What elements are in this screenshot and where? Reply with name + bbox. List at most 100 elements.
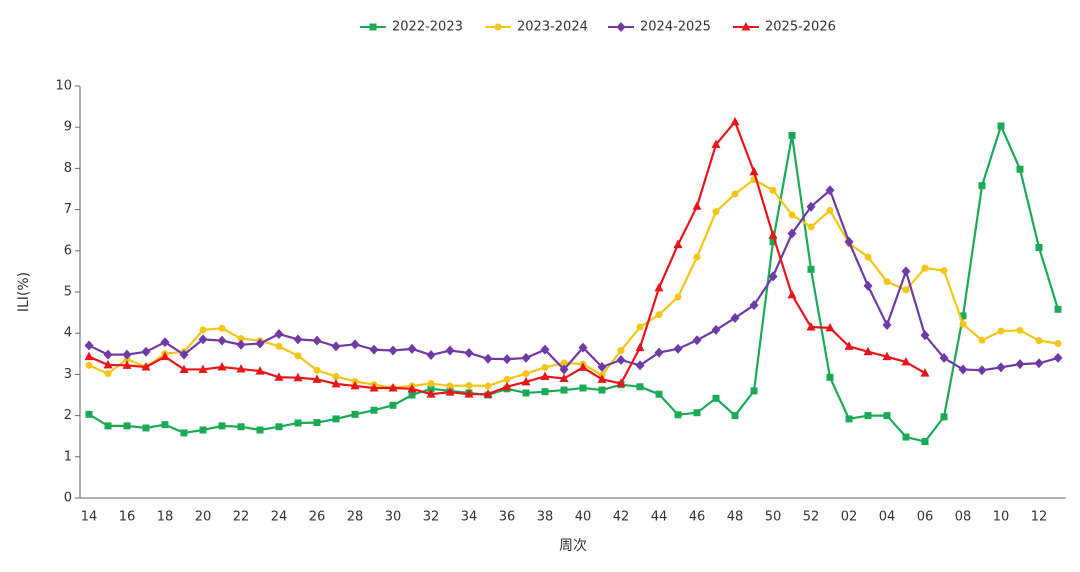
marker bbox=[559, 373, 569, 383]
marker bbox=[540, 371, 550, 380]
x-tick-label: 44 bbox=[651, 510, 668, 525]
marker bbox=[540, 344, 550, 355]
marker bbox=[503, 375, 511, 383]
marker bbox=[179, 364, 189, 373]
x-tick-label: 06 bbox=[917, 510, 934, 525]
marker bbox=[426, 389, 436, 398]
y-tick-label: 1 bbox=[64, 449, 72, 464]
marker bbox=[883, 278, 891, 286]
marker bbox=[977, 365, 987, 376]
marker bbox=[807, 265, 815, 273]
x-tick-label: 30 bbox=[385, 510, 402, 525]
marker bbox=[369, 344, 379, 355]
marker bbox=[654, 282, 664, 292]
x-tick-label: 18 bbox=[157, 510, 174, 525]
marker bbox=[350, 339, 360, 350]
marker bbox=[408, 391, 416, 399]
x-tick-label: 22 bbox=[233, 510, 250, 525]
legend-marker bbox=[494, 23, 502, 31]
marker bbox=[1035, 337, 1043, 345]
legend-label: 2024-2025 bbox=[640, 20, 711, 35]
legend-marker bbox=[616, 22, 626, 32]
marker bbox=[787, 228, 797, 239]
marker bbox=[312, 335, 322, 346]
marker bbox=[104, 422, 112, 430]
marker bbox=[807, 223, 815, 231]
y-tick-label: 0 bbox=[64, 491, 72, 506]
marker bbox=[806, 322, 816, 331]
marker bbox=[160, 337, 170, 348]
marker bbox=[293, 372, 303, 382]
marker bbox=[655, 390, 663, 398]
marker bbox=[445, 387, 455, 396]
marker bbox=[255, 338, 265, 349]
x-tick-label: 08 bbox=[955, 510, 972, 525]
x-tick-label: 32 bbox=[423, 510, 440, 525]
marker bbox=[103, 349, 113, 360]
marker bbox=[218, 324, 226, 332]
marker bbox=[674, 411, 682, 419]
marker bbox=[731, 412, 739, 420]
marker bbox=[978, 182, 986, 190]
marker bbox=[84, 351, 94, 361]
marker bbox=[654, 347, 664, 358]
marker bbox=[160, 351, 170, 361]
x-tick-label: 40 bbox=[575, 510, 592, 525]
marker bbox=[522, 389, 530, 397]
marker bbox=[103, 359, 113, 369]
x-tick-label: 48 bbox=[727, 510, 744, 525]
marker bbox=[199, 326, 207, 334]
marker bbox=[332, 415, 340, 423]
marker bbox=[749, 166, 759, 176]
marker bbox=[275, 423, 283, 431]
marker bbox=[902, 433, 910, 441]
marker bbox=[693, 409, 701, 417]
marker bbox=[730, 312, 740, 323]
marker bbox=[597, 374, 607, 383]
marker bbox=[369, 382, 379, 392]
marker bbox=[275, 342, 283, 350]
marker bbox=[388, 345, 398, 356]
x-tick-label: 10 bbox=[993, 510, 1010, 525]
marker bbox=[579, 384, 587, 392]
legend-label: 2022-2023 bbox=[392, 20, 463, 35]
series-line bbox=[88, 122, 1060, 443]
marker bbox=[142, 424, 150, 432]
x-tick-label: 14 bbox=[81, 510, 98, 525]
marker bbox=[293, 334, 303, 345]
marker bbox=[255, 366, 265, 375]
marker bbox=[427, 379, 435, 387]
marker bbox=[617, 347, 625, 355]
marker bbox=[825, 322, 835, 332]
x-tick-label: 02 bbox=[841, 510, 858, 525]
marker bbox=[598, 386, 606, 394]
marker bbox=[863, 346, 873, 356]
marker bbox=[939, 352, 949, 363]
marker bbox=[1015, 359, 1025, 370]
marker bbox=[997, 327, 1005, 335]
marker bbox=[180, 429, 188, 437]
marker bbox=[85, 410, 93, 418]
x-tick-label: 24 bbox=[271, 510, 288, 525]
marker bbox=[806, 201, 816, 212]
marker bbox=[464, 347, 474, 358]
marker bbox=[122, 349, 132, 360]
marker bbox=[294, 352, 302, 360]
marker bbox=[351, 410, 359, 418]
marker bbox=[199, 426, 207, 434]
marker bbox=[712, 394, 720, 402]
marker bbox=[788, 211, 796, 219]
marker bbox=[256, 426, 264, 434]
marker bbox=[484, 382, 492, 390]
marker bbox=[465, 382, 473, 390]
marker bbox=[85, 361, 93, 369]
marker bbox=[446, 382, 454, 390]
x-tick-label: 12 bbox=[1031, 510, 1048, 525]
marker bbox=[123, 422, 131, 430]
marker bbox=[768, 271, 778, 282]
marker bbox=[541, 388, 549, 396]
marker bbox=[636, 383, 644, 391]
y-tick-label: 7 bbox=[64, 202, 72, 217]
marker bbox=[958, 364, 968, 375]
marker bbox=[692, 201, 702, 210]
